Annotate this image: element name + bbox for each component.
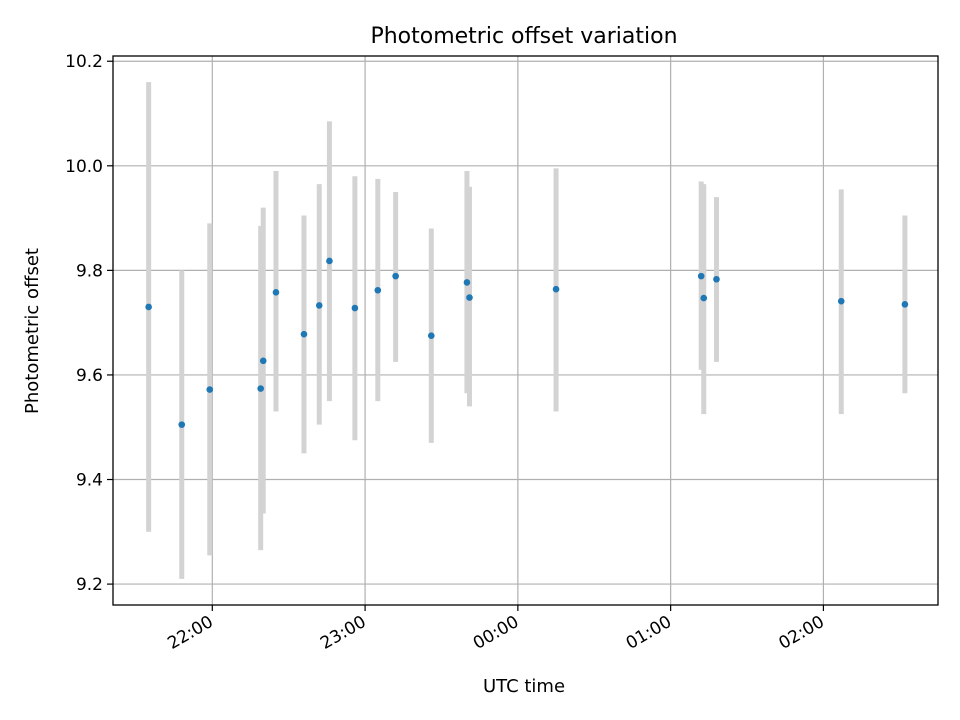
y-tick-label: 10.0 (65, 157, 103, 177)
data-point (178, 421, 186, 428)
data-point (272, 289, 280, 296)
data-point (351, 304, 359, 312)
data-point (552, 285, 560, 293)
data-point (300, 330, 308, 338)
data-point (326, 257, 333, 265)
data-point (700, 294, 708, 302)
data-point (463, 279, 471, 286)
data-point (713, 275, 720, 283)
y-tick-label: 9.8 (76, 261, 103, 281)
data-point (427, 332, 435, 340)
y-tick-label: 9.2 (76, 575, 103, 595)
data-point (837, 297, 845, 305)
grid-layer (113, 56, 938, 605)
data-point (466, 294, 473, 301)
data-point (697, 272, 705, 280)
data-point (206, 386, 214, 393)
y-tick-label: 9.4 (76, 471, 103, 491)
data-point (315, 302, 323, 309)
chart-title: Photometric offset variation (370, 24, 677, 49)
data-point (901, 301, 909, 308)
plot-frame (112, 55, 939, 606)
data-point (259, 357, 267, 365)
y-tick-label: 9.6 (76, 366, 103, 386)
y-tick-label: 10.2 (65, 52, 103, 72)
x-axis-label: UTC time (483, 676, 565, 697)
data-point (374, 286, 382, 294)
data-point (257, 385, 264, 392)
data-point (392, 272, 399, 280)
point-layer (145, 257, 909, 428)
data-point (145, 303, 152, 311)
y-axis-label: Photometric offset (22, 248, 43, 414)
